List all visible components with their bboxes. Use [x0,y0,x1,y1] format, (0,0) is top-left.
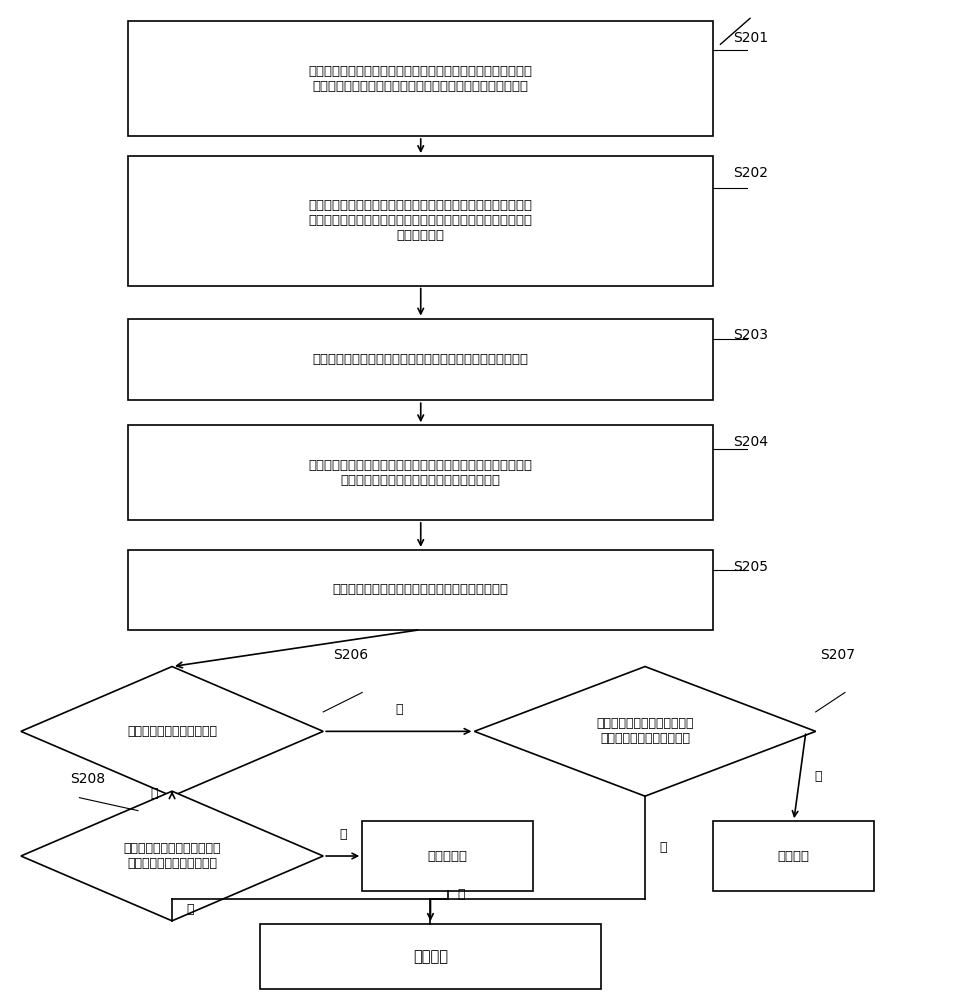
FancyBboxPatch shape [128,425,712,520]
Text: 进化过程中: 进化过程中 [427,850,467,863]
Text: 否: 否 [395,703,403,716]
Text: 对目标小说章节进行评论，通过评论信息过滤装置对目标小说章
节的非法评论进行过滤，并将过滤后的评论信息存储在评论信息
存储服务器上: 对目标小说章节进行评论，通过评论信息过滤装置对目标小说章 节的非法评论进行过滤，… [309,199,532,242]
Polygon shape [21,667,322,796]
Text: S202: S202 [732,166,767,180]
Text: 是: 是 [187,903,194,916]
Polygon shape [474,667,815,796]
FancyBboxPatch shape [128,21,712,136]
Text: 进化失败: 进化失败 [777,850,809,863]
Text: 对统计服务器内目标小说章节的进化时间进行统计: 对统计服务器内目标小说章节的进化时间进行统计 [332,583,508,596]
Text: 否: 否 [339,828,346,841]
Text: S203: S203 [732,328,767,342]
Text: 设定点赞投票率及支持进化投票率阈值，并设定进化周期上限: 设定点赞投票率及支持进化投票率阈值，并设定进化周期上限 [313,353,529,366]
FancyBboxPatch shape [712,821,873,891]
Text: S205: S205 [732,560,767,574]
Text: 进化成功: 进化成功 [412,949,447,964]
FancyBboxPatch shape [128,550,712,630]
FancyBboxPatch shape [128,156,712,286]
Text: 对目标小说章节进行点赞投票和支持进化投票，并通过统计服务
器对目标小说章节的点赞率和支持率进行统计: 对目标小说章节进行点赞投票和支持进化投票，并通过统计服务 器对目标小说章节的点赞… [309,459,532,487]
FancyBboxPatch shape [361,821,532,891]
Text: 否: 否 [814,770,821,783]
Text: S204: S204 [732,435,767,449]
Text: 是: 是 [659,841,666,854]
Text: 是: 是 [149,787,157,800]
FancyBboxPatch shape [128,319,712,400]
Text: S208: S208 [69,772,105,786]
Text: 点赞率和支持率达到设定阈值
进化时间达到进化周期上限: 点赞率和支持率达到设定阈值 进化时间达到进化周期上限 [596,717,693,745]
Text: S206: S206 [332,648,367,662]
Text: 通过客户端在进化体小说网络创作平台上对目标小说章节进行撰
写，并以章节为最小存储单元存储在进化体小说存储服务器上: 通过客户端在进化体小说网络创作平台上对目标小说章节进行撰 写，并以章节为最小存储… [309,65,532,93]
Text: 是: 是 [457,888,464,901]
Text: S201: S201 [732,31,767,45]
Text: 点赞率和支持率达到设定阈值
进化时间达到进化周期上限: 点赞率和支持率达到设定阈值 进化时间达到进化周期上限 [123,842,221,870]
FancyBboxPatch shape [260,924,601,989]
Polygon shape [21,791,322,921]
Text: 目标小说章节存在后续章节: 目标小说章节存在后续章节 [127,725,217,738]
Text: S207: S207 [820,648,855,662]
